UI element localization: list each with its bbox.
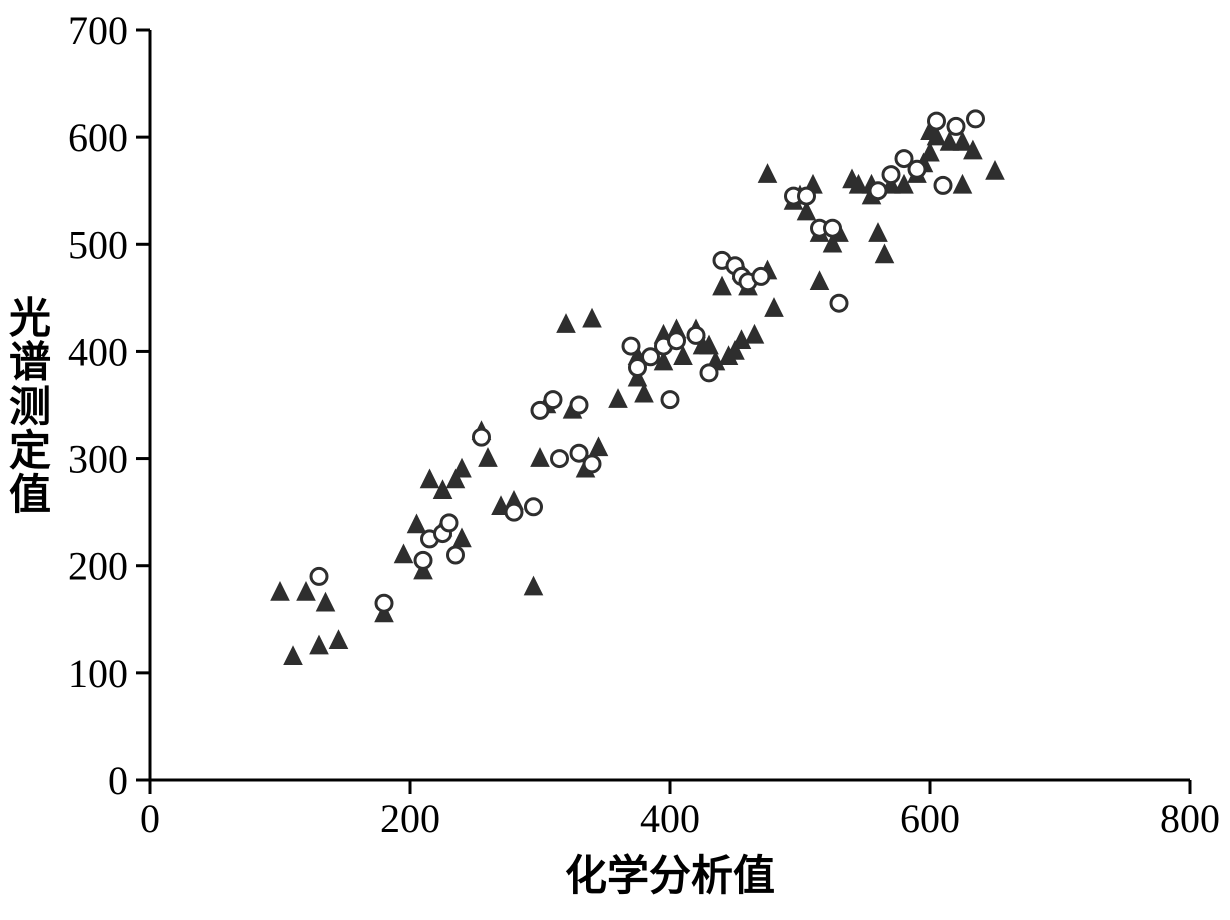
circle-marker: [799, 188, 815, 204]
circle-marker: [883, 167, 899, 183]
circle-marker: [376, 595, 392, 611]
y-tick-label: 300: [68, 437, 128, 482]
circle-marker: [571, 397, 587, 413]
x-tick-label: 200: [380, 796, 440, 841]
circle-marker: [831, 295, 847, 311]
y-tick-label: 700: [68, 8, 128, 53]
circle-marker: [448, 547, 464, 563]
circle-marker: [584, 456, 600, 472]
circle-marker: [311, 568, 327, 584]
y-tick-label: 400: [68, 329, 128, 374]
scatter-chart: 0 100 200 300 400 500 600 700 0 200 400 600 800 光谱测定值…: [0, 0, 1230, 920]
x-tick-label: 600: [900, 796, 960, 841]
circle-marker: [474, 429, 490, 445]
x-axis-title: 化学分析值: [565, 853, 775, 900]
y-axis-title: 测: [9, 384, 51, 431]
y-axis-title: 谱: [9, 340, 51, 387]
y-tick-label: 0: [108, 758, 128, 803]
circle-marker: [545, 392, 561, 408]
y-tick-label: 100: [68, 651, 128, 696]
circle-marker: [825, 220, 841, 236]
circle-marker: [669, 333, 685, 349]
y-tick-label: 500: [68, 222, 128, 267]
y-axis-title: 定: [9, 428, 51, 475]
circle-marker: [623, 338, 639, 354]
circle-marker: [948, 118, 964, 134]
y-tick-label: 600: [68, 115, 128, 160]
circle-marker: [662, 392, 678, 408]
x-tick-label: 400: [640, 796, 700, 841]
circle-marker: [701, 365, 717, 381]
circle-marker: [753, 268, 769, 284]
x-tick-label: 0: [140, 796, 160, 841]
circle-marker: [870, 183, 886, 199]
chart-bg: [0, 0, 1230, 920]
circle-marker: [441, 515, 457, 531]
y-axis-title: 值: [9, 472, 51, 519]
circle-marker: [909, 161, 925, 177]
chart-svg: 0 100 200 300 400 500 600 700 0 200 400 600 800 光谱测定值…: [0, 0, 1230, 920]
y-tick-label: 200: [68, 544, 128, 589]
circle-marker: [935, 177, 951, 193]
circle-marker: [929, 113, 945, 129]
circle-marker: [526, 499, 542, 515]
y-axis-title: 光: [9, 296, 51, 343]
circle-marker: [688, 327, 704, 343]
circle-marker: [415, 552, 431, 568]
circle-marker: [506, 504, 522, 520]
circle-marker: [552, 451, 568, 467]
x-tick-label: 800: [1160, 796, 1220, 841]
circle-marker: [968, 111, 984, 127]
